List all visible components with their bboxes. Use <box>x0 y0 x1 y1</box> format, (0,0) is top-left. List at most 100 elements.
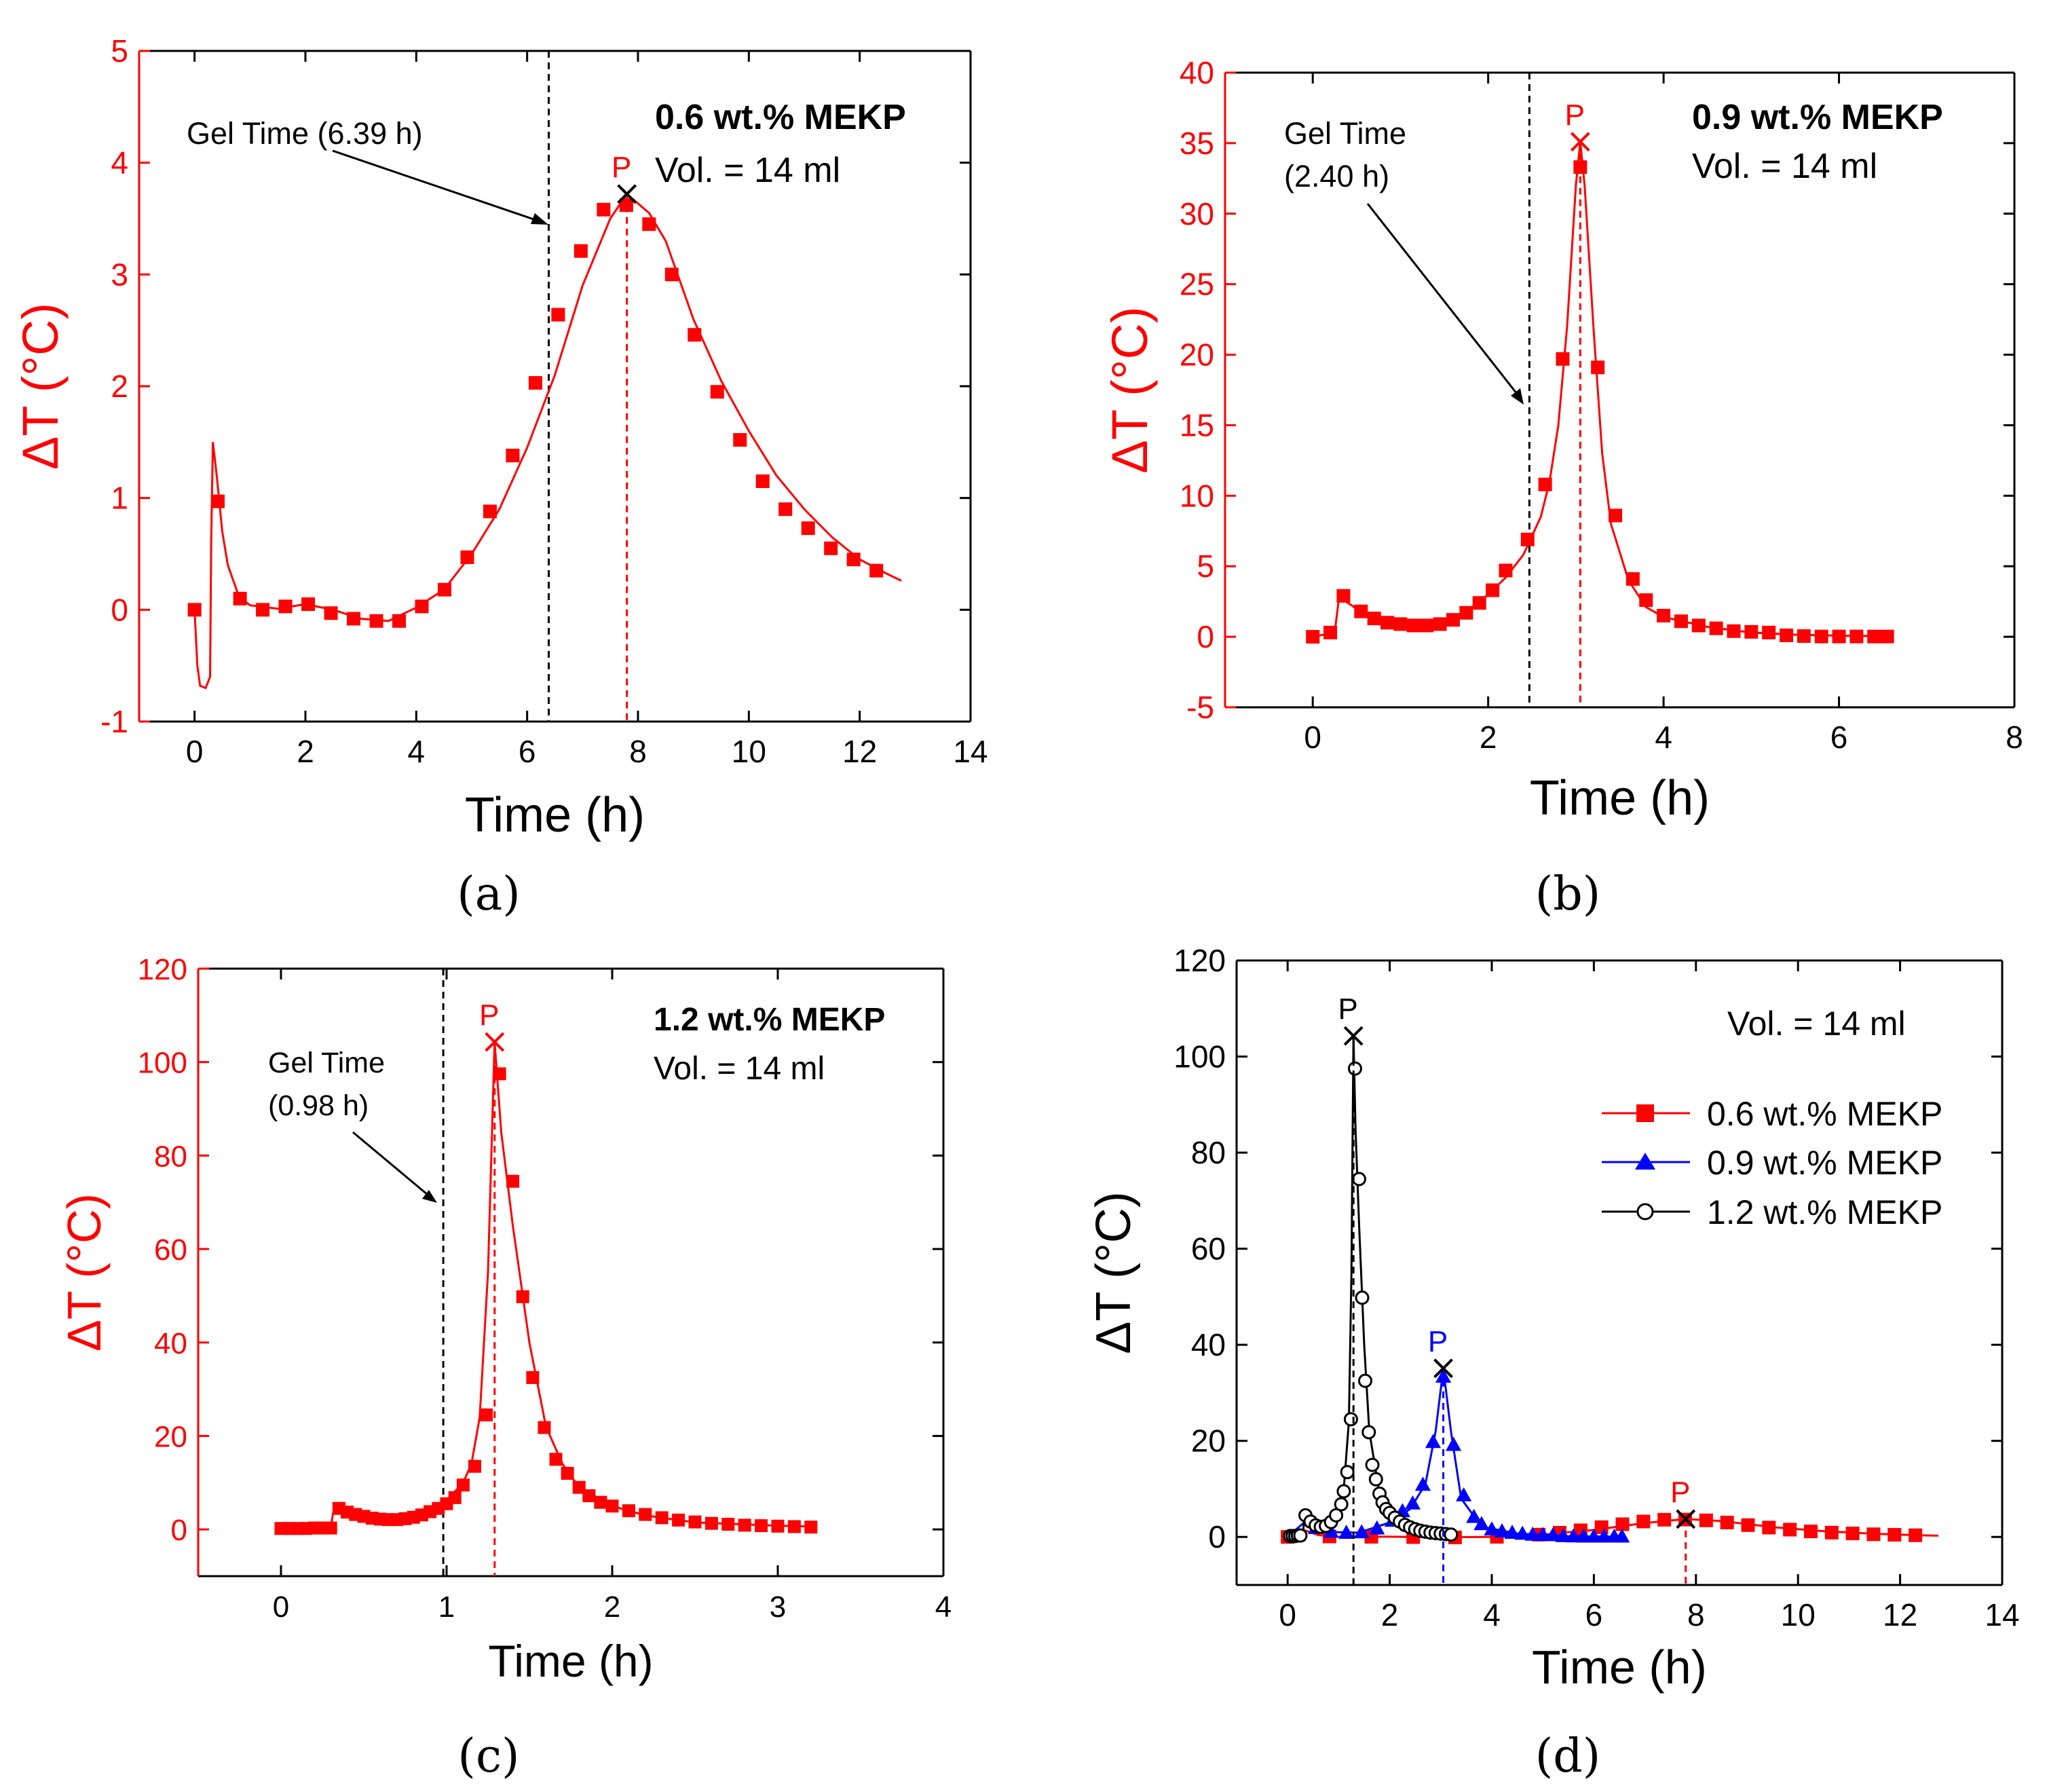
x-tick-label: 10 <box>732 734 766 769</box>
data-point <box>210 494 225 508</box>
data-point <box>1575 1528 1592 1543</box>
y-tick-label: 40 <box>1180 55 1214 90</box>
y-tick-label: 120 <box>1173 943 1226 978</box>
data-point <box>1797 629 1811 643</box>
peak-marker <box>1343 1026 1364 1046</box>
data-point <box>1380 616 1395 630</box>
data-point <box>1393 617 1408 631</box>
x-tick-label: 10 <box>1781 1597 1816 1632</box>
y-tick-label: 40 <box>154 1327 187 1360</box>
x-tick-label: 0 <box>186 734 204 769</box>
legend-label-1: 0.9 wt.% MEKP <box>1707 1144 1942 1182</box>
data-point <box>619 198 633 212</box>
data-point <box>824 541 838 555</box>
y-axis-title: ΔT (°C) <box>12 303 69 470</box>
peak-label: P <box>479 998 499 1032</box>
data-point <box>1473 1516 1490 1531</box>
data-point <box>549 1453 563 1466</box>
data-point <box>572 1480 586 1494</box>
data-point <box>1780 629 1794 643</box>
data-point <box>1762 1520 1776 1535</box>
data-point <box>672 1513 685 1527</box>
peak-marker <box>485 1032 505 1052</box>
data-point <box>1727 624 1741 638</box>
data-point <box>1866 1527 1881 1542</box>
x-axis-title: Time (h) <box>1530 771 1710 825</box>
x-tick-label: 0 <box>1304 720 1321 755</box>
data-point <box>1555 1528 1571 1542</box>
data-point <box>1466 1508 1482 1523</box>
y-axis-title: ΔT (°C) <box>58 1193 111 1351</box>
data-point <box>1484 1521 1500 1536</box>
peak-label: P <box>1428 1325 1448 1358</box>
peak-label: P <box>612 151 631 184</box>
x-tick-label: 14 <box>953 734 988 769</box>
data-point <box>574 244 588 258</box>
data-point <box>778 502 793 517</box>
data-point <box>392 614 407 628</box>
y-tick-label: 120 <box>138 953 187 986</box>
x-tick-label: 2 <box>297 734 314 769</box>
x-tick-label: 8 <box>629 734 647 769</box>
data-point <box>1499 563 1513 578</box>
data-point <box>415 599 429 614</box>
data-point <box>1887 1528 1902 1542</box>
data-point <box>755 1519 768 1533</box>
data-point <box>1433 617 1447 631</box>
data-point <box>1545 1527 1561 1542</box>
data-point <box>187 603 202 617</box>
data-point <box>755 474 770 488</box>
data-point <box>561 1467 574 1480</box>
data-point <box>324 606 338 620</box>
plot-area-d: 0 2 4 6 8 10 12 14 0 20 40 60 80 100 120 Time (h) ΔT (°C… <box>1087 943 2020 1694</box>
data-point <box>1804 1525 1818 1539</box>
data-point <box>1420 618 1434 633</box>
data-point <box>1336 589 1351 603</box>
x-tick-label: 6 <box>519 734 536 769</box>
peak-label: P <box>1670 1476 1690 1509</box>
data-point <box>480 1408 493 1421</box>
panel-c-gel-time: Gel Time <box>268 1047 385 1079</box>
data-point <box>1845 1527 1860 1541</box>
data-point <box>642 217 656 231</box>
data-point <box>1367 612 1381 626</box>
data-point <box>324 1521 337 1535</box>
panel-b-gel-time: Gel Time <box>1284 116 1406 151</box>
peak-label: P <box>1565 98 1585 132</box>
data-point <box>1472 596 1486 610</box>
data-point <box>1323 625 1338 639</box>
y-tick-label: 60 <box>1191 1231 1226 1267</box>
legend: 0.6 wt.% MEKP 0.9 wt.% MEKP 1.2 wt.% MEK… <box>1602 1095 1942 1231</box>
data-point <box>1709 621 1723 635</box>
data-point <box>456 1478 470 1492</box>
data-point <box>1565 1528 1581 1543</box>
data-point <box>1832 629 1846 643</box>
data-point <box>1293 1528 1308 1543</box>
y-tick-label: 60 <box>154 1233 187 1267</box>
legend-triangle-marker <box>1635 1153 1655 1170</box>
data-point <box>801 521 815 536</box>
data-point <box>448 1491 462 1504</box>
data-point <box>1347 1061 1362 1076</box>
x-tick-label: 8 <box>1687 1597 1705 1632</box>
data-point <box>347 612 361 626</box>
x-tick-label: 12 <box>1883 1597 1917 1632</box>
data-point <box>655 1511 669 1525</box>
data-point <box>506 449 520 463</box>
y-tick-label: 35 <box>1180 126 1214 161</box>
x-tick-label: 4 <box>1655 720 1672 755</box>
y-tick-label: 1 <box>111 481 128 516</box>
x-tick-label: 8 <box>2006 720 2023 755</box>
data-point <box>1365 1457 1380 1472</box>
panel-a-label: (a) <box>457 867 521 921</box>
y-tick-label: 5 <box>111 33 128 69</box>
data-point <box>538 1421 551 1434</box>
panel-c-gel-time-value: (0.98 h) <box>268 1089 369 1122</box>
data-point <box>369 614 383 628</box>
data-point <box>1354 604 1368 618</box>
x-tick-label: 1 <box>438 1590 455 1624</box>
panel-d-volume: Vol. = 14 ml <box>1727 1005 1906 1043</box>
peak-marker <box>617 184 637 204</box>
panel-b-formulation: 0.9 wt.% MEKP <box>1692 98 1943 137</box>
